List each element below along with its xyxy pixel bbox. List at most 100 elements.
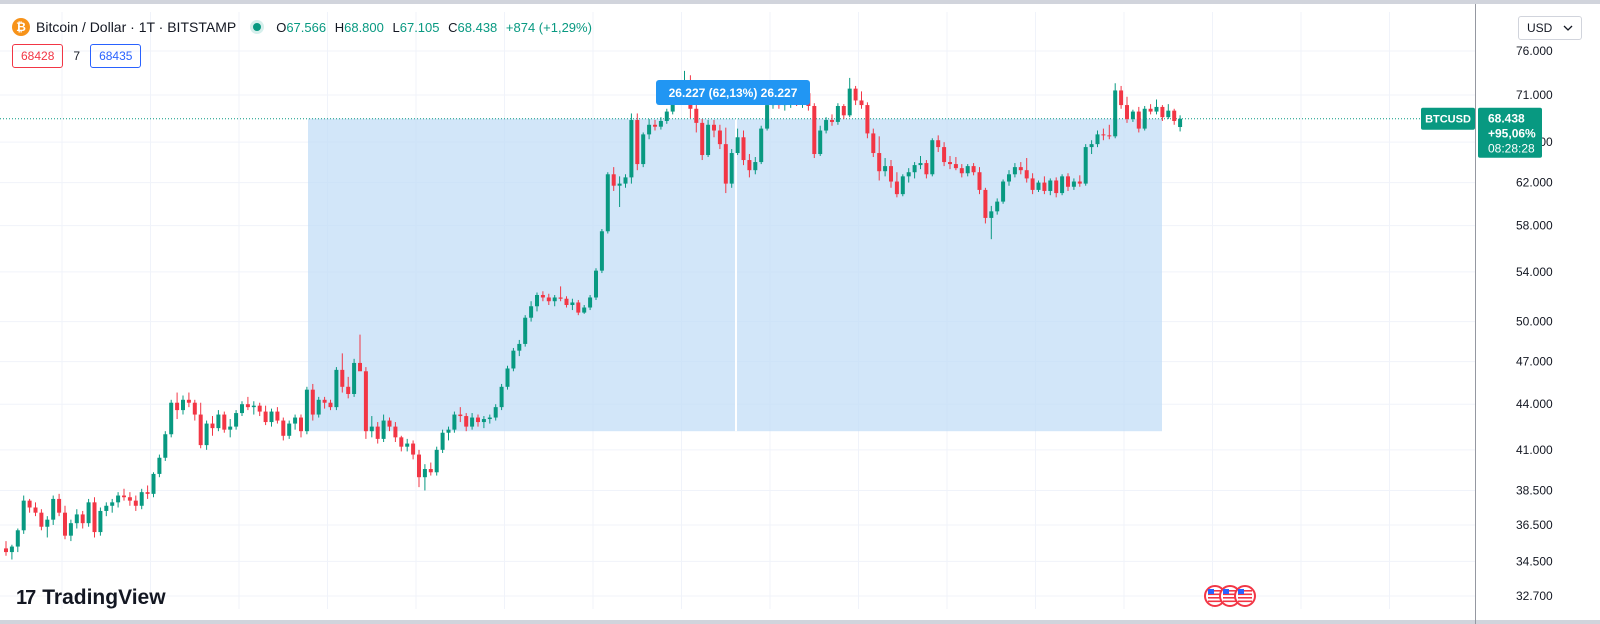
candle-body (894, 181, 899, 195)
candle-body (1001, 181, 1006, 202)
candle-body (470, 417, 475, 427)
candle-body (1066, 176, 1070, 187)
y-axis-tick-label: 32.700 (1516, 589, 1553, 603)
candle-body (859, 100, 864, 106)
ohlc-change: +874 (+1,29%) (505, 19, 592, 35)
price-chart[interactable]: 76.00071.00066.00062.00058.00054.00050.0… (0, 4, 1600, 624)
candle-body (316, 399, 321, 415)
candle-body (1007, 174, 1011, 182)
candle-body (841, 105, 846, 116)
candle-body (310, 389, 315, 415)
candle-body (706, 124, 711, 156)
ohlc-close: 68.438 (457, 19, 498, 35)
buy-price-tag[interactable]: 68435 (90, 44, 142, 68)
candle-body (735, 137, 740, 154)
candle-body (198, 414, 203, 446)
candle-body (1142, 108, 1147, 129)
candle-body (694, 108, 699, 123)
candle-body (906, 172, 911, 177)
candle-body (552, 297, 557, 302)
candle-body (641, 134, 646, 165)
symbol-title[interactable]: Bitcoin / Dollar · 1T · BITSTAMP (36, 19, 237, 35)
us-flag-event-icon[interactable] (1234, 585, 1256, 607)
candle-body (723, 144, 728, 184)
candle-body (458, 414, 463, 417)
candle-body (1172, 110, 1177, 121)
candle-body (269, 411, 274, 423)
candle-body (729, 153, 734, 184)
candle-body (871, 133, 876, 154)
candle-body (959, 168, 964, 174)
market-status-icon[interactable] (250, 20, 265, 34)
candle-body (1054, 180, 1059, 194)
candle-body (51, 498, 56, 520)
candle-body (617, 183, 622, 186)
spread-value: 7 (73, 49, 81, 63)
candle-body (1160, 106, 1165, 118)
ohlc-open: 67.566 (286, 19, 327, 35)
candle-body (635, 120, 640, 165)
candle-body (953, 164, 958, 169)
candle-body (405, 443, 410, 447)
candle-body (759, 128, 764, 163)
candle-body (1048, 180, 1053, 191)
candle-body (830, 120, 834, 122)
candle-body (582, 307, 587, 313)
candle-body (647, 124, 652, 135)
tradingview-logo[interactable]: 17 TradingView (16, 586, 166, 610)
candle-body (1095, 134, 1100, 145)
price-range-label: 26.227 (62,13%) 26.227 (669, 86, 798, 100)
candle-body (9, 546, 14, 553)
candle-body (234, 413, 239, 427)
candle-body (1148, 108, 1153, 112)
candle-body (251, 405, 256, 408)
candle-body (629, 120, 634, 178)
candle-body (287, 423, 292, 436)
candle-body (151, 473, 156, 494)
y-axis-tick-label: 36.500 (1516, 518, 1553, 532)
candle-body (1119, 90, 1124, 106)
candle-body (281, 420, 286, 436)
candle-body (511, 350, 516, 369)
candle-body (204, 423, 209, 446)
candle-body (1154, 106, 1159, 112)
candle-body (576, 302, 581, 313)
candle-body (540, 294, 545, 298)
y-axis-tick-label: 38.500 (1516, 483, 1553, 497)
candle-body (505, 368, 510, 387)
candle-body (352, 362, 357, 394)
candle-body (900, 176, 905, 195)
candle-body (192, 402, 197, 415)
candle-body (358, 362, 362, 372)
candle-body (499, 386, 504, 408)
candle-body (116, 495, 121, 503)
candle-body (747, 160, 752, 171)
candle-body (812, 105, 817, 155)
candle-body (127, 497, 132, 501)
y-axis-tick-label: 54.000 (1516, 265, 1553, 279)
candle-body (717, 130, 722, 145)
candle-body (995, 201, 1000, 212)
candle-body (393, 426, 398, 438)
candle-body (63, 512, 67, 536)
candle-body (588, 297, 593, 308)
candle-body (163, 434, 168, 458)
candle-body (86, 502, 91, 524)
candle-body (257, 405, 262, 412)
candle-body (487, 417, 492, 420)
currency-dropdown[interactable]: USD (1518, 16, 1582, 40)
candle-body (464, 416, 469, 427)
us-flag-event-icon[interactable] (1204, 585, 1226, 607)
candle-body (169, 402, 174, 435)
chevron-down-icon (1563, 25, 1573, 31)
candle-body (700, 122, 705, 156)
candle-body (92, 502, 97, 533)
candle-body (948, 162, 952, 165)
symbol-tag-bg (1421, 107, 1475, 130)
symbol-legend: ₿ Bitcoin / Dollar · 1T · BITSTAMP O67.5… (12, 16, 597, 38)
candle-body (139, 492, 144, 506)
bitcoin-logo-icon: ₿ (12, 18, 30, 36)
sell-price-tag[interactable]: 68428 (12, 44, 64, 68)
currency-label: USD (1527, 21, 1553, 35)
